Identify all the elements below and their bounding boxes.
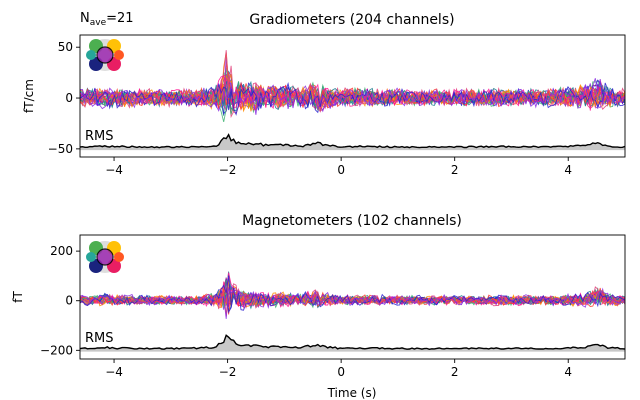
magnetometers-panel: Magnetometers (102 channels) fT RMS −4 −2… bbox=[11, 213, 626, 400]
sensor-layout-icon bbox=[86, 241, 124, 273]
channel-trace bbox=[80, 82, 625, 116]
gradiometers-axes: −4 −2 0 2 4 −50 0 50 bbox=[48, 34, 626, 177]
x-tick-label: 4 bbox=[564, 163, 572, 177]
gradiometers-rms-label: RMS bbox=[85, 129, 114, 144]
magnetometers-plot-area bbox=[80, 271, 625, 352]
x-tick-label: −4 bbox=[105, 163, 123, 177]
plot-frame bbox=[79, 34, 626, 158]
x-axis-label: Time (s) bbox=[327, 386, 377, 400]
channel-trace bbox=[80, 79, 625, 115]
y-tick-label: 0 bbox=[65, 91, 73, 105]
x-tick-label: 0 bbox=[337, 163, 345, 177]
magnetometers-title: Magnetometers (102 channels) bbox=[242, 213, 462, 229]
channel-trace bbox=[80, 78, 625, 115]
x-tick-label: 2 bbox=[451, 365, 459, 379]
channel-trace bbox=[80, 287, 625, 319]
rms-trace bbox=[80, 334, 625, 351]
rms-trace bbox=[80, 133, 625, 149]
rms-band bbox=[80, 134, 625, 151]
y-tick-label: −200 bbox=[40, 343, 73, 357]
plot-frame bbox=[79, 234, 626, 360]
magnetometers-ylabel: fT bbox=[11, 291, 25, 303]
y-tick-label: 0 bbox=[65, 294, 73, 308]
y-tick-label: −50 bbox=[48, 142, 73, 156]
gradiometers-plot-area bbox=[80, 50, 625, 151]
sensor-layout-icon bbox=[86, 39, 124, 71]
magnetometers-rms-label: RMS bbox=[85, 331, 114, 346]
y-tick-label: 200 bbox=[50, 244, 73, 258]
channel-trace bbox=[80, 50, 625, 113]
magnetometers-axes: −4 −2 0 2 4 −200 0 200 bbox=[40, 234, 626, 379]
x-tick-label: −2 bbox=[219, 163, 237, 177]
channel-trace bbox=[80, 75, 625, 111]
x-tick-label: 2 bbox=[451, 163, 459, 177]
x-tick-label: 0 bbox=[337, 365, 345, 379]
gradiometers-title: Gradiometers (204 channels) bbox=[249, 12, 454, 28]
gradiometers-panel: Gradiometers (204 channels) fT/cm RMS −4… bbox=[22, 12, 626, 177]
gradiometers-ylabel: fT/cm bbox=[22, 79, 36, 113]
x-tick-label: −2 bbox=[219, 365, 237, 379]
y-tick-label: 50 bbox=[58, 40, 73, 54]
nave-label: Nave=21 bbox=[80, 11, 134, 28]
x-tick-label: −4 bbox=[105, 365, 123, 379]
x-tick-label: 4 bbox=[564, 365, 572, 379]
